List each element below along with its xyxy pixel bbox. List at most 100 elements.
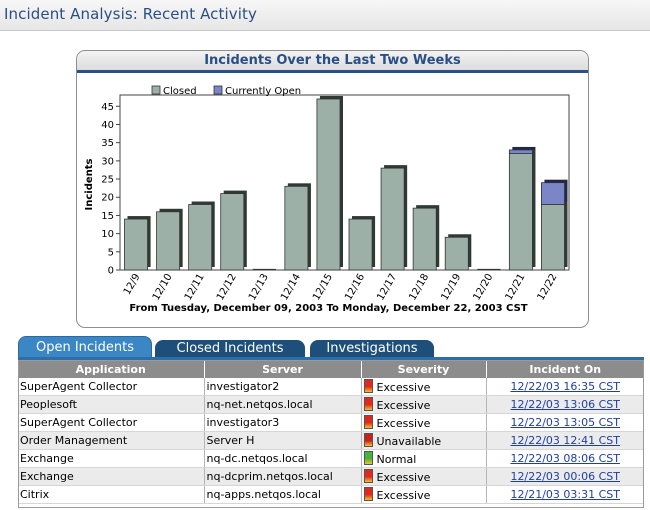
incidents-table: Application Server Severity Incident On … <box>18 360 644 504</box>
incident-on-link[interactable]: 12/22/03 13:06 CST <box>510 398 620 411</box>
x-axis-label: From Tuesday, December 09, 2003 To Monda… <box>129 303 527 314</box>
x-tick-label: 12/10 <box>151 272 175 302</box>
severity-label: Excessive <box>376 417 431 430</box>
table-row[interactable]: SuperAgent Collector investigator3 Excessi… <box>18 413 644 432</box>
incident-on-link[interactable]: 12/22/03 12:41 CST <box>510 434 620 447</box>
bar-closed <box>380 167 405 271</box>
y-tick-label: 10 <box>101 229 114 240</box>
cell-application: SuperAgent Collector <box>18 378 205 396</box>
cell-incident-on: 12/22/03 00:06 CST <box>486 467 644 486</box>
cell-severity: Excessive <box>361 485 487 504</box>
x-tick-label: 12/19 <box>439 272 463 302</box>
severity-indicator-icon <box>363 397 373 411</box>
y-tick-label: 35 <box>101 138 114 149</box>
cell-application: Order Management <box>18 431 205 450</box>
table-row[interactable]: Citrix nq-apps.netqos.local Excessive 12/21… <box>18 485 644 504</box>
cell-severity: Excessive <box>361 395 487 414</box>
column-header-server[interactable]: Server <box>204 360 362 378</box>
x-tick-label: 12/12 <box>215 272 239 302</box>
incident-tabs: Open Incidents Closed Incidents Investig… <box>18 336 644 359</box>
table-row[interactable]: Exchange nq-dcprim.netqos.local Excessive 1… <box>18 467 644 486</box>
y-tick-label: 0 <box>108 266 114 277</box>
bar-closed <box>284 185 309 271</box>
cell-server: nq-dcprim.netqos.local <box>204 467 362 486</box>
y-tick-label: 5 <box>108 247 114 258</box>
x-tick-label: 12/13 <box>247 272 271 302</box>
cell-application: Peoplesoft <box>18 395 205 414</box>
x-tick-label: 12/9 <box>122 272 143 297</box>
cell-server: nq-apps.netqos.local <box>204 485 362 504</box>
table-row[interactable]: SuperAgent Collector investigator2 Excessi… <box>18 378 644 396</box>
tab-investigations[interactable]: Investigations <box>310 340 434 358</box>
severity-label: Excessive <box>376 399 431 412</box>
x-tick-label: 12/14 <box>279 272 303 302</box>
legend-swatch-closed <box>151 85 161 95</box>
severity-indicator-icon <box>363 487 373 501</box>
incident-on-link[interactable]: 12/22/03 00:06 CST <box>510 470 620 483</box>
x-tick-label: 12/18 <box>407 272 431 302</box>
severity-indicator-icon <box>363 433 373 447</box>
table-row[interactable]: Order Management Server H Unavailable 12/22… <box>18 431 644 450</box>
table-row[interactable]: Exchange nq-dc.netqos.local Normal 12/22/03… <box>18 449 644 468</box>
cell-server: nq-dc.netqos.local <box>204 449 362 468</box>
cell-server: investigator2 <box>204 378 362 396</box>
bar-closed <box>541 204 565 271</box>
bar-closed <box>348 218 373 271</box>
severity-label: Excessive <box>376 471 431 484</box>
cell-application: Citrix <box>18 485 205 504</box>
severity-indicator-icon <box>363 415 373 429</box>
bar-closed <box>412 207 437 271</box>
severity-label: Normal <box>376 453 417 466</box>
incidents-bar-chart: Closed Currently Open 0 5 10 15 20 25 30 35 40 45 In… <box>84 85 570 314</box>
incident-on-link[interactable]: 12/22/03 16:35 CST <box>510 380 620 393</box>
cell-incident-on: 12/22/03 13:06 CST <box>486 395 644 414</box>
cell-incident-on: 12/22/03 08:06 CST <box>486 449 644 468</box>
severity-indicator-icon <box>363 379 373 393</box>
chart-header: Incidents Over the Last Two Weeks <box>77 51 588 70</box>
cell-application: Exchange <box>18 449 205 468</box>
severity-label: Unavailable <box>376 435 442 448</box>
bar-closed <box>316 98 341 271</box>
incident-on-link[interactable]: 12/22/03 13:05 CST <box>510 416 620 429</box>
severity-label: Excessive <box>376 489 431 502</box>
y-tick-label: 20 <box>101 193 114 204</box>
bar-currently-open <box>541 182 565 205</box>
cell-incident-on: 12/22/03 16:35 CST <box>486 378 644 396</box>
severity-indicator-icon <box>363 451 373 465</box>
y-tick-label: 40 <box>101 120 114 131</box>
cell-incident-on: 12/22/03 12:41 CST <box>486 431 644 450</box>
tab-bar-divider <box>18 357 644 360</box>
x-tick-label: 12/11 <box>183 272 207 302</box>
x-tick-label: 12/15 <box>311 272 335 302</box>
cell-server: investigator3 <box>204 413 362 432</box>
y-axis-label: Incidents <box>84 158 95 210</box>
cell-incident-on: 12/22/03 13:05 CST <box>486 413 644 432</box>
cell-severity: Excessive <box>361 413 487 432</box>
table-row[interactable]: Peoplesoft nq-net.netqos.local Excessive 12… <box>18 395 644 414</box>
severity-indicator-icon <box>363 469 373 483</box>
x-tick-label: 12/17 <box>375 272 399 302</box>
cell-application: SuperAgent Collector <box>18 413 205 432</box>
x-tick-label: 12/16 <box>343 272 367 302</box>
severity-label: Excessive <box>376 381 431 394</box>
bar-closed <box>156 211 181 271</box>
x-tick-label: 12/20 <box>471 272 495 302</box>
bar-currently-open <box>508 149 533 154</box>
chart-header-divider <box>77 70 588 73</box>
bar-open-shadow <box>512 146 536 151</box>
bar-closed <box>188 204 213 271</box>
incident-on-link[interactable]: 12/22/03 08:06 CST <box>510 452 620 465</box>
bar-closed <box>220 193 245 271</box>
column-header-severity[interactable]: Severity <box>361 360 487 378</box>
incident-on-link[interactable]: 12/21/03 03:31 CST <box>510 488 620 501</box>
cell-severity: Normal <box>361 449 487 468</box>
column-header-incident-on[interactable]: Incident On <box>486 360 644 378</box>
table-header-row: Application Server Severity Incident On <box>18 360 644 378</box>
tab-open-incidents[interactable]: Open Incidents <box>18 336 152 359</box>
cell-server: nq-net.netqos.local <box>204 395 362 414</box>
cell-server: Server H <box>204 431 362 450</box>
y-tick-label: 25 <box>101 175 114 186</box>
chart-panel: Incidents Over the Last Two Weeks Closed… <box>76 50 589 328</box>
column-header-application[interactable]: Application <box>18 360 205 378</box>
tab-closed-incidents[interactable]: Closed Incidents <box>155 340 305 358</box>
